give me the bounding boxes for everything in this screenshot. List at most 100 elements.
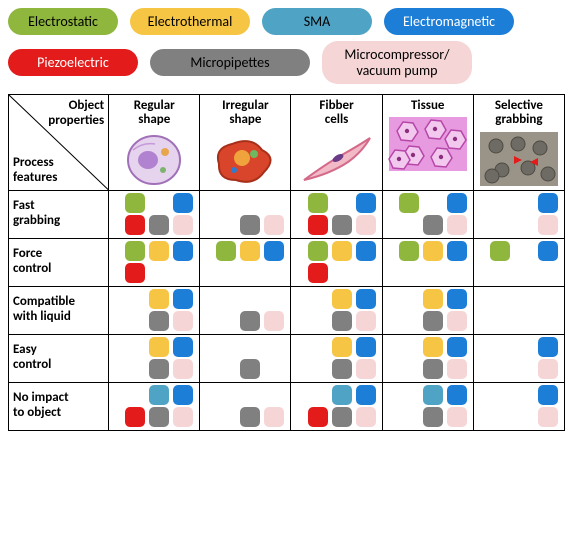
chip-microcompressor	[447, 359, 467, 379]
chip-microcompressor	[356, 311, 376, 331]
chip-electromagnetic	[447, 337, 467, 357]
chip-electrostatic	[125, 241, 145, 261]
cell-r3-c0	[109, 334, 200, 382]
chip-sma	[332, 385, 352, 405]
chip-electromagnetic	[538, 337, 558, 357]
chip-electrothermal	[332, 289, 352, 309]
cell-r0-c1	[200, 190, 291, 238]
chip-electromagnetic	[356, 193, 376, 213]
chip-electrostatic	[308, 241, 328, 261]
col-head-1: Irregularshape	[200, 95, 291, 191]
chip-microcompressor	[173, 407, 193, 427]
chip-electrothermal	[423, 241, 443, 261]
row-head-2: Compatiblewith liquid	[9, 286, 109, 334]
legend-pill-sma: SMA	[262, 8, 372, 35]
chip-electromagnetic	[447, 241, 467, 261]
chip-piezoelectric	[308, 407, 328, 427]
cell-r0-c2	[291, 190, 382, 238]
row-head-4: No impactto object	[9, 382, 109, 430]
cell-r3-c2	[291, 334, 382, 382]
cell-r0-c0	[109, 190, 200, 238]
cell-r1-c0	[109, 238, 200, 286]
chip-micropipettes	[332, 407, 352, 427]
chip-electrothermal	[149, 241, 169, 261]
legend-pill-microcompressor: Microcompressor/ vacuum pump	[322, 41, 472, 84]
cell-r1-c4	[473, 238, 564, 286]
chip-piezoelectric	[125, 263, 145, 283]
cell-r2-c3	[382, 286, 473, 334]
chip-microcompressor	[173, 311, 193, 331]
chip-micropipettes	[423, 311, 443, 331]
col-head-3: Tissue	[382, 95, 473, 191]
legend-pill-micropipettes: Micropipettes	[150, 49, 310, 76]
cell-r1-c2	[291, 238, 382, 286]
chip-electrothermal	[332, 337, 352, 357]
chip-micropipettes	[423, 215, 443, 235]
chip-micropipettes	[240, 359, 260, 379]
corner-top-label: Objectproperties	[48, 99, 104, 129]
chip-microcompressor	[356, 359, 376, 379]
chip-electrothermal	[149, 289, 169, 309]
cell-r0-c3	[382, 190, 473, 238]
col-head-4: Selectivegrabbing	[473, 95, 564, 191]
chip-micropipettes	[332, 311, 352, 331]
chip-micropipettes	[240, 215, 260, 235]
legend: ElectrostaticElectrothermalSMAElectromag…	[8, 8, 565, 84]
chip-electromagnetic	[538, 385, 558, 405]
matrix-table: Objectproperties Processfeatures Regular…	[8, 94, 565, 431]
chip-electromagnetic	[173, 241, 193, 261]
chip-micropipettes	[149, 359, 169, 379]
chip-sma	[149, 385, 169, 405]
legend-row-1: ElectrostaticElectrothermalSMAElectromag…	[8, 8, 565, 35]
chip-microcompressor	[447, 407, 467, 427]
chip-electrostatic	[490, 241, 510, 261]
legend-pill-electrothermal: Electrothermal	[130, 8, 250, 35]
col-image-cell-round	[113, 130, 195, 188]
cell-r1-c1	[200, 238, 291, 286]
col-image-cell-fiber	[296, 130, 378, 188]
chip-electromagnetic	[173, 337, 193, 357]
corner-bottom-label: Processfeatures	[13, 156, 57, 186]
chip-micropipettes	[423, 407, 443, 427]
chip-microcompressor	[356, 215, 376, 235]
cell-r4-c4	[473, 382, 564, 430]
chip-microcompressor	[538, 359, 558, 379]
col-title-4: Selectivegrabbing	[476, 99, 562, 128]
chip-microcompressor	[538, 215, 558, 235]
chip-microcompressor	[173, 215, 193, 235]
chip-electrothermal	[423, 289, 443, 309]
chip-electrothermal	[423, 337, 443, 357]
legend-pill-electromagnetic: Electromagnetic	[384, 8, 514, 35]
chip-electromagnetic	[447, 193, 467, 213]
col-image-tissue	[387, 115, 469, 173]
chip-microcompressor	[447, 311, 467, 331]
cell-r1-c3	[382, 238, 473, 286]
chip-piezoelectric	[308, 215, 328, 235]
chip-electrostatic	[308, 193, 328, 213]
chip-electrostatic	[216, 241, 236, 261]
chip-sma	[423, 385, 443, 405]
chip-electrostatic	[399, 193, 419, 213]
chip-micropipettes	[149, 407, 169, 427]
chip-electrostatic	[125, 193, 145, 213]
chip-electromagnetic	[173, 385, 193, 405]
chip-micropipettes	[332, 215, 352, 235]
cell-r4-c2	[291, 382, 382, 430]
chip-electrothermal	[149, 337, 169, 357]
chip-microcompressor	[356, 407, 376, 427]
chip-micropipettes	[149, 215, 169, 235]
chip-microcompressor	[264, 311, 284, 331]
cell-r3-c1	[200, 334, 291, 382]
row-head-1: Forcecontrol	[9, 238, 109, 286]
chip-piezoelectric	[308, 263, 328, 283]
chip-microcompressor	[264, 407, 284, 427]
legend-row-2: Piezoelectric Micropipettes Microcompresso…	[8, 41, 565, 84]
corner-cell: Objectproperties Processfeatures	[9, 95, 109, 191]
chip-electromagnetic	[356, 241, 376, 261]
legend-pill-piezoelectric: Piezoelectric	[8, 49, 138, 76]
col-title-1: Irregularshape	[202, 99, 288, 128]
chip-microcompressor	[173, 359, 193, 379]
chip-electromagnetic	[447, 289, 467, 309]
cell-r3-c4	[473, 334, 564, 382]
cell-r4-c1	[200, 382, 291, 430]
